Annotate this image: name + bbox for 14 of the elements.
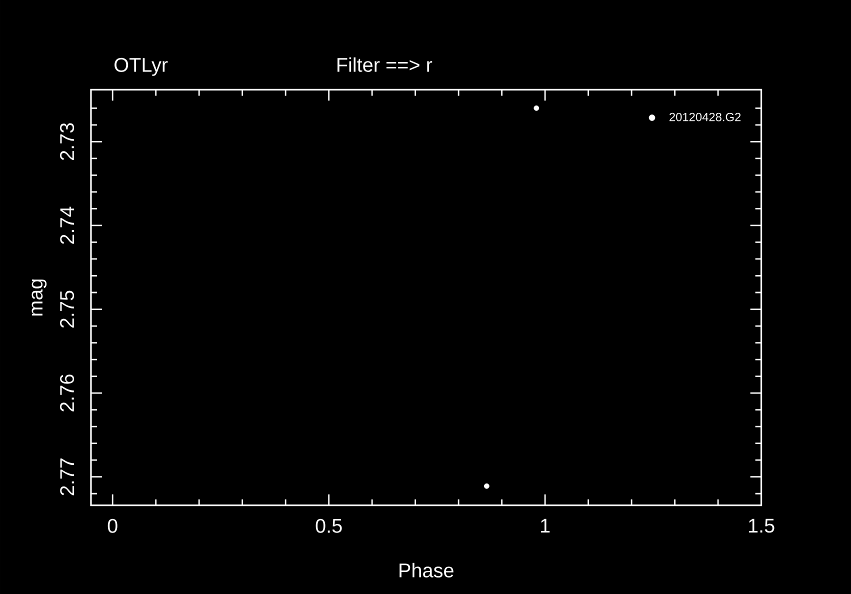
- x-tick-label: 0: [108, 518, 118, 533]
- y-tick-label: 2.77: [60, 458, 74, 496]
- y-tick-label: 2.73: [60, 123, 74, 160]
- y-tick-label: 2.75: [60, 290, 74, 328]
- legend-label: 20120428.G2: [670, 112, 741, 122]
- x-axis-title: Phase: [400, 562, 454, 578]
- y-tick-label: 2.74: [60, 206, 74, 244]
- x-tick-label: 1: [541, 518, 550, 532]
- x-tick-label: 0.5: [316, 518, 342, 533]
- chart-title: OTLyr: [114, 58, 168, 76]
- chart-subtitle: Filter ==> r: [338, 57, 432, 72]
- y-tick-label: 2.76: [60, 374, 74, 412]
- y-axis-title: mag: [32, 279, 47, 316]
- x-tick-label: 1.5: [749, 518, 774, 533]
